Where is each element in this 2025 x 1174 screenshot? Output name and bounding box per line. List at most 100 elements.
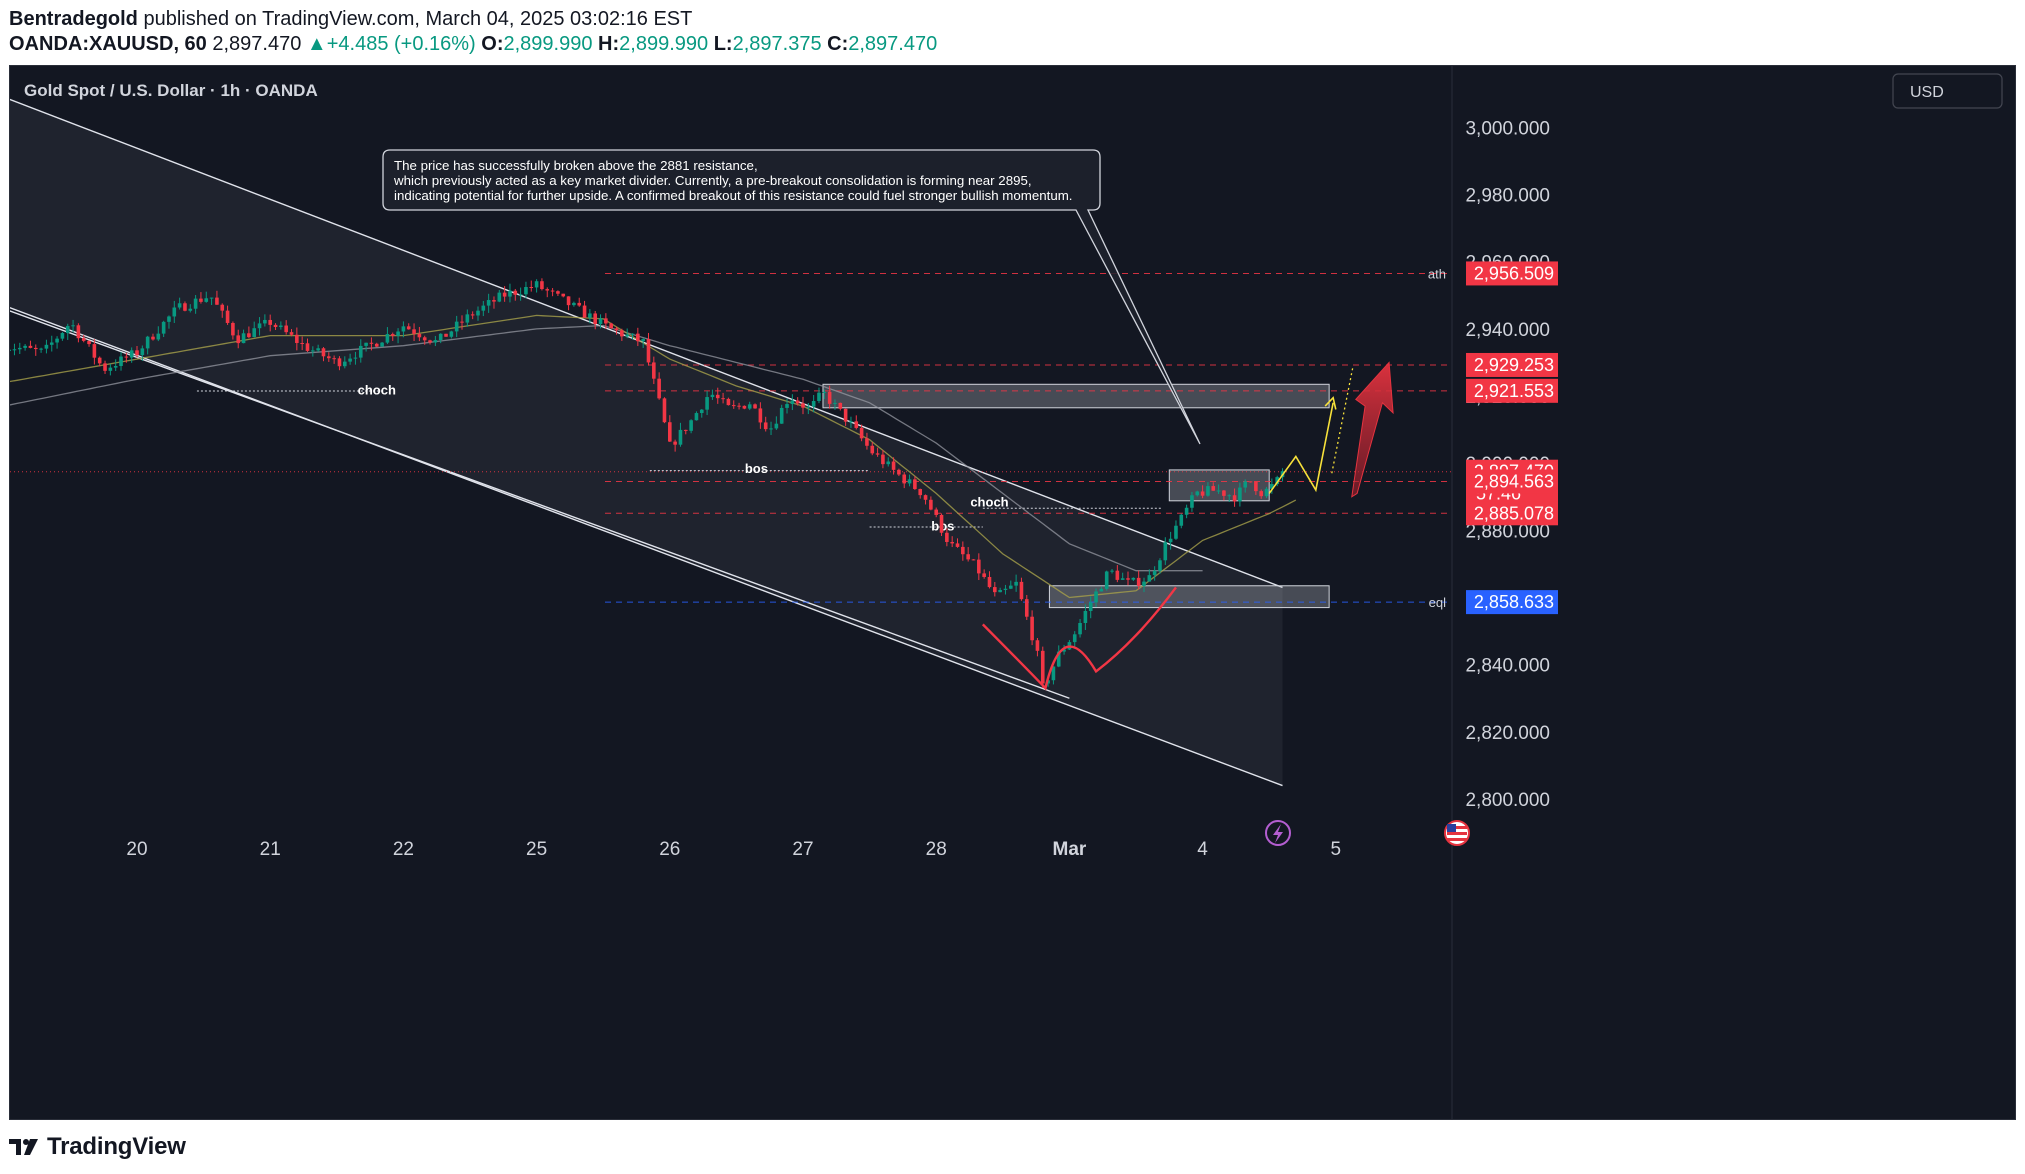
open-label: O:: [481, 33, 504, 55]
candle-body-12: [65, 325, 70, 334]
candle-body-198: [1056, 651, 1061, 667]
candle-body-179: [955, 543, 960, 547]
candle-body-237: [1264, 488, 1269, 497]
candle-body-76: [406, 326, 411, 330]
candle-body-17: [92, 344, 97, 358]
candle-body-125: [668, 422, 672, 442]
price-chart[interactable]: chochbosboschoch 2,800.0002,820.0002,840…: [10, 66, 2015, 1119]
candle-body-13: [71, 325, 75, 327]
candle-body-211: [1126, 578, 1130, 580]
candle-body-173: [923, 495, 928, 500]
zone-box-1[interactable]: [822, 383, 1330, 409]
candle-body-14: [76, 325, 81, 339]
candle-body-195: [1040, 650, 1045, 684]
candle-body-142: [758, 408, 763, 423]
candle-body-227: [1211, 486, 1216, 491]
price-tag-5[interactable]: [1466, 469, 1558, 494]
author-name[interactable]: Bentradegold: [9, 8, 138, 30]
candle-body-199: [1062, 649, 1066, 652]
candle-body-191: [1019, 581, 1024, 600]
candle-body-172: [918, 489, 923, 496]
candle-body-100: [534, 281, 539, 288]
candle-body-152: [811, 400, 816, 407]
candle-body-84: [449, 331, 454, 337]
x-tick-label-6: 28: [926, 839, 947, 860]
candle-body-62: [332, 358, 336, 360]
candle-body-187: [998, 589, 1002, 593]
candle-body-59: [316, 348, 320, 351]
channel-fill: [10, 99, 1283, 786]
lightning-icon[interactable]: [1265, 820, 1291, 846]
candle-body-32: [172, 307, 177, 317]
channel-inner-line[interactable]: [10, 309, 1070, 699]
candle-body-27: [145, 336, 150, 349]
candle-body-77: [412, 329, 416, 334]
price-tag-1[interactable]: [1466, 261, 1558, 286]
candle-body-20: [108, 367, 113, 371]
candle-body-61: [327, 356, 331, 359]
candle-body-11: [60, 333, 65, 339]
yellow-arrow-path[interactable]: [1268, 402, 1334, 494]
candle-body-29: [156, 333, 161, 340]
candle-body-4: [23, 345, 27, 348]
x-tick-label-4: 26: [659, 839, 680, 860]
candle-body-101: [540, 281, 544, 290]
price-tag-2[interactable]: [1466, 352, 1558, 377]
us-flag-icon[interactable]: [1444, 820, 1470, 846]
candle-body-45: [241, 333, 246, 344]
candle-body-40: [215, 297, 219, 305]
level-label-ath: ath: [1428, 266, 1446, 281]
price-tag-6[interactable]: [1466, 501, 1558, 526]
candle-body-23: [124, 356, 129, 358]
candle-body-8: [44, 344, 49, 349]
candle-body-147: [785, 404, 789, 408]
candle-body-215: [1147, 575, 1152, 582]
candle-body-181: [966, 554, 970, 560]
annotation-callout[interactable]: The price has successfully broken above …: [382, 149, 1201, 445]
candle-body-43: [231, 322, 235, 336]
candle-body-120: [641, 339, 645, 342]
x-tick-label-8: 4: [1197, 839, 1208, 860]
red-curve-drawing[interactable]: [981, 586, 1177, 691]
zone-box-3[interactable]: [1168, 469, 1270, 502]
candle-body-132: [705, 397, 709, 410]
candle-body-182: [971, 559, 976, 561]
candle-body-201: [1072, 634, 1077, 643]
annotation-line-2: which previously acted as a key market d…: [393, 173, 1032, 188]
candle-body-80: [428, 340, 432, 343]
change-value: +4.485 (+0.16%): [326, 33, 476, 55]
yellow-dotted-arrow[interactable]: [1331, 365, 1354, 474]
red-bullish-arrow[interactable]: [1351, 361, 1394, 498]
x-tick-label-0: 20: [126, 839, 147, 860]
candle-body-41: [220, 304, 225, 311]
tradingview-logo[interactable]: TradingView: [9, 1130, 186, 1164]
chart-panel[interactable]: chochbosboschoch 2,800.0002,820.0002,840…: [9, 65, 2016, 1120]
candle-body-165: [881, 454, 885, 465]
yellow-arrow-head[interactable]: [1324, 396, 1337, 410]
candle-body-99: [529, 286, 534, 288]
candle-body-224: [1195, 491, 1200, 496]
candle-body-70: [374, 343, 379, 347]
currency-button[interactable]: USD: [1892, 73, 2003, 109]
candle-body-222: [1184, 507, 1189, 515]
candle-body-197: [1051, 666, 1056, 681]
price-tag-7[interactable]: [1466, 590, 1558, 615]
price-tag-3[interactable]: [1466, 378, 1558, 403]
candle-body-221: [1179, 514, 1184, 526]
annotation-line-3: indicating potential for further upside.…: [394, 188, 1073, 203]
candle-body-126: [673, 441, 677, 445]
candle-body-153: [817, 392, 821, 401]
candle-body-57: [305, 343, 310, 351]
candle-body-156: [833, 402, 837, 404]
candle-body-56: [300, 342, 304, 344]
candle-body-31: [167, 316, 171, 322]
candle-body-228: [1216, 490, 1221, 492]
open-value: 2,899.990: [503, 33, 593, 55]
candle-body-63: [337, 358, 342, 367]
channel-lower-line[interactable]: [10, 305, 1283, 787]
candle-body-110: [588, 313, 592, 318]
candle-body-149: [795, 400, 800, 404]
candle-body-118: [630, 333, 635, 335]
candle-body-166: [886, 461, 891, 465]
candle-body-164: [875, 453, 880, 455]
